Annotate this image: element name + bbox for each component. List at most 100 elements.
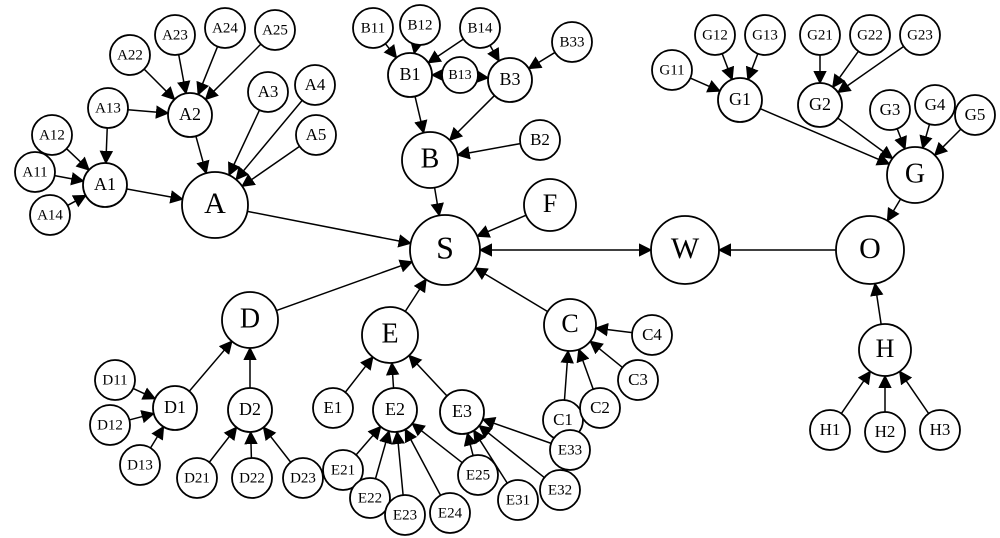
edge-C2-C (579, 349, 593, 389)
node-label-W: W (671, 232, 700, 265)
node-label-E2: E2 (385, 399, 405, 419)
node-G5: G5 (955, 95, 995, 135)
node-label-A5: A5 (306, 125, 327, 144)
edge-B11-B1 (385, 44, 396, 58)
node-label-E1: E1 (324, 398, 343, 417)
node-label-B11: B11 (361, 20, 385, 36)
node-label-D21: D21 (184, 470, 210, 486)
node-B1: B1 (388, 53, 432, 97)
node-D2: D2 (228, 388, 272, 432)
node-label-A22: A22 (117, 47, 143, 63)
edge-D11-D1 (133, 388, 155, 398)
node-A2: A2 (168, 93, 212, 137)
edge-E21-E2 (356, 427, 380, 455)
node-label-B: B (421, 143, 440, 174)
node-label-E31: E31 (506, 492, 530, 508)
node-D11: D11 (95, 360, 135, 400)
node-B11: B11 (353, 8, 393, 48)
node-label-D12: D12 (97, 417, 123, 433)
node-B13: B13 (442, 57, 478, 93)
node-label-H3: H3 (930, 420, 951, 439)
node-label-F: F (543, 189, 557, 218)
node-D: D (222, 292, 278, 348)
node-E1: E1 (313, 388, 353, 428)
node-D22: D22 (232, 458, 272, 498)
node-C4: C4 (632, 315, 672, 355)
edge-A13-A1 (106, 128, 107, 163)
edge-E24-E2 (405, 429, 440, 495)
node-label-H: H (876, 334, 895, 363)
edge-A24-A2 (198, 47, 217, 95)
node-label-A3: A3 (258, 82, 279, 101)
edge-B3-B (450, 96, 495, 141)
edge-B-S (435, 188, 440, 216)
node-label-B2: B2 (530, 130, 550, 149)
node-E32: E32 (540, 470, 580, 510)
node-label-E33: E33 (558, 442, 582, 458)
node-label-S: S (436, 229, 454, 265)
node-D23: D23 (283, 458, 323, 498)
node-C: C (544, 299, 596, 351)
node-label-E32: E32 (548, 482, 572, 498)
edge-B2-B (458, 144, 521, 155)
node-label-B33: B33 (559, 34, 584, 50)
node-label-G4: G4 (925, 95, 946, 114)
node-label-D22: D22 (239, 470, 265, 486)
node-A23: A23 (155, 15, 195, 55)
edge-A12-A1 (67, 149, 89, 170)
edge-B13-B3 (478, 77, 488, 78)
edge-C1-C (564, 351, 568, 400)
edge-G12-G1 (722, 54, 732, 80)
node-A4: A4 (295, 65, 335, 105)
node-label-A12: A12 (39, 127, 65, 143)
edge-G-O (887, 199, 900, 221)
edge-B33-B3 (529, 52, 555, 68)
edge-H1-H (841, 371, 870, 413)
node-F: F (524, 179, 576, 231)
node-label-A11: A11 (22, 164, 47, 180)
edge-G4-G (923, 124, 930, 148)
edge-E22-E2 (375, 431, 389, 479)
node-H: H (859, 324, 911, 376)
node-A5: A5 (296, 115, 336, 155)
edge-A2-A (196, 136, 206, 173)
node-B2: B2 (520, 120, 560, 160)
node-D13: D13 (120, 445, 160, 485)
node-G11: G11 (652, 50, 692, 90)
node-label-G12: G12 (702, 27, 728, 43)
edge-G5-G (935, 129, 961, 155)
node-A11: A11 (15, 152, 55, 192)
edge-B14-B3 (490, 45, 499, 61)
node-D12: D12 (90, 405, 130, 445)
node-label-D: D (240, 303, 260, 334)
node-E31: E31 (498, 480, 538, 520)
node-A: A (182, 172, 248, 238)
node-E22: E22 (350, 478, 390, 518)
edge-A23-A2 (179, 55, 186, 94)
node-label-D1: D1 (164, 397, 186, 417)
node-label-D23: D23 (290, 470, 316, 486)
edge-D21-D2 (209, 427, 236, 462)
node-D1: D1 (153, 386, 197, 430)
node-label-A: A (204, 187, 226, 220)
node-label-C3: C3 (628, 370, 648, 389)
node-label-O: O (859, 232, 881, 265)
node-G: G (887, 147, 943, 203)
node-label-G13: G13 (752, 27, 778, 43)
node-C2: C2 (580, 388, 620, 428)
node-label-E3: E3 (452, 401, 472, 421)
node-label-A1: A1 (94, 174, 116, 194)
node-label-B3: B3 (499, 69, 520, 89)
node-label-E23: E23 (393, 507, 417, 523)
node-W: W (651, 216, 719, 284)
edge-A22-A2 (144, 69, 174, 99)
edge-A3-A (229, 110, 260, 175)
node-label-A2: A2 (179, 104, 201, 124)
edge-A13-A2 (128, 110, 168, 113)
edge-D13-D1 (150, 427, 163, 448)
node-D21: D21 (177, 458, 217, 498)
edge-A14-A1 (68, 196, 86, 206)
node-label-A14: A14 (37, 207, 63, 223)
node-G4: G4 (915, 85, 955, 125)
node-label-G5: G5 (965, 105, 986, 124)
